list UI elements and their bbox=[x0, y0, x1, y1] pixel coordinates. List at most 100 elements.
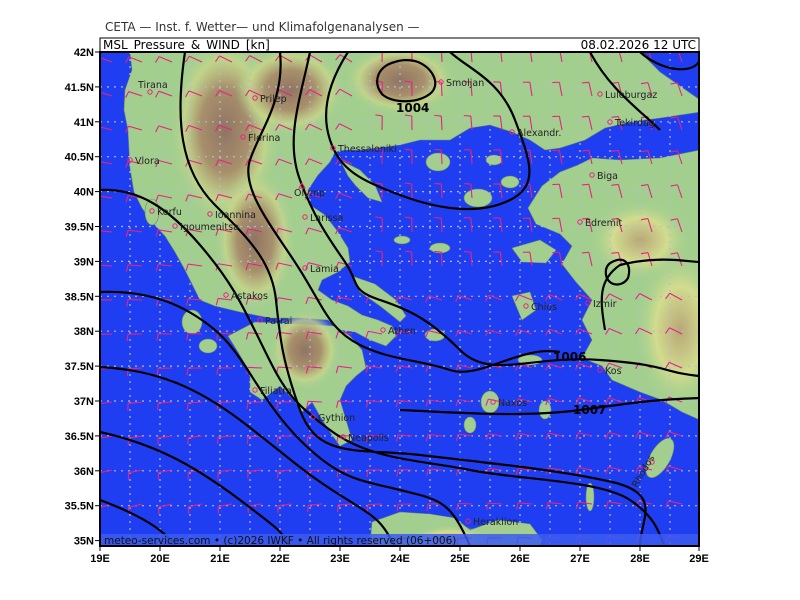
lat-label: 35.5N bbox=[65, 501, 94, 513]
wind-barb bbox=[545, 363, 563, 371]
city-label: Kos bbox=[605, 366, 622, 377]
isobar-label-1004: 1004 bbox=[396, 101, 429, 115]
isobars bbox=[100, 52, 699, 546]
city-marker: Thessaloniki bbox=[330, 144, 397, 155]
wind-barb bbox=[381, 52, 383, 63]
city-marker: Patrai bbox=[257, 316, 292, 327]
wind-barb bbox=[187, 469, 203, 480]
wind-barb bbox=[455, 398, 473, 407]
wind-barb bbox=[375, 182, 383, 199]
wind-barb bbox=[187, 503, 203, 514]
wind-barb bbox=[485, 294, 503, 302]
wind-barb bbox=[515, 328, 533, 336]
wind-barb bbox=[463, 81, 473, 97]
wind-barb bbox=[276, 435, 293, 444]
city-marker: Kos bbox=[597, 366, 622, 377]
wind-barb bbox=[426, 468, 443, 477]
lon-label: 28E bbox=[630, 553, 650, 565]
wind-barb bbox=[581, 251, 593, 267]
city-label: Thessaloniki bbox=[337, 144, 397, 155]
lon-label: 21E bbox=[210, 553, 230, 565]
city-marker: Luleburgaz bbox=[597, 90, 657, 101]
wind-barb bbox=[215, 228, 233, 236]
isobar bbox=[324, 52, 531, 211]
wind-barb bbox=[605, 397, 623, 405]
city-label: Lamia bbox=[310, 264, 339, 275]
wind-barb bbox=[305, 366, 323, 374]
wind-barb bbox=[245, 332, 263, 340]
wind-barb bbox=[396, 469, 413, 477]
wind-barb bbox=[463, 183, 473, 199]
lat-label: 36.5N bbox=[65, 431, 94, 443]
wind-barb bbox=[156, 333, 173, 341]
city-marker: Gythion bbox=[310, 413, 355, 424]
isobar bbox=[600, 258, 699, 331]
isobar bbox=[247, 52, 561, 373]
wind-barb bbox=[665, 431, 683, 439]
lon-label: 22E bbox=[270, 553, 290, 565]
wind-barb bbox=[185, 124, 203, 132]
wind-barb bbox=[305, 158, 323, 166]
wind-barb bbox=[125, 160, 143, 168]
wind-barb bbox=[635, 293, 653, 301]
city-label: Smoljan bbox=[446, 78, 484, 89]
wind-barb bbox=[605, 293, 623, 301]
isobar bbox=[100, 430, 291, 546]
wind-barb bbox=[665, 327, 683, 335]
isobar bbox=[292, 52, 699, 378]
wind-barb bbox=[670, 184, 683, 199]
city-marker: Heraklion bbox=[465, 517, 518, 528]
island-lemnos bbox=[463, 188, 493, 208]
wind-barb bbox=[404, 80, 413, 97]
isobar-label-1007: 1007 bbox=[573, 403, 606, 417]
wind-barb bbox=[306, 435, 323, 444]
wind-barb bbox=[605, 327, 623, 335]
city-label: Vlora bbox=[135, 156, 160, 167]
wind-barb bbox=[434, 250, 443, 267]
island-imbros bbox=[500, 175, 520, 189]
city-marker: Chios bbox=[523, 302, 557, 313]
city-marker: Prilep bbox=[252, 94, 287, 105]
wind-barb bbox=[335, 296, 353, 304]
city-label: Korfu bbox=[157, 207, 182, 218]
wind-barb bbox=[515, 398, 533, 406]
isobar-label-1006: 1006 bbox=[553, 350, 586, 364]
city-label: Florina bbox=[248, 133, 280, 144]
wind-barb bbox=[365, 330, 383, 339]
wind-barb bbox=[589, 52, 593, 63]
city-label: Edremit bbox=[585, 218, 622, 229]
lon-label: 23E bbox=[330, 553, 350, 565]
wind-barb bbox=[245, 228, 263, 236]
city-marker: Biga bbox=[589, 171, 618, 182]
axis-labels: 42N 41.5N 41N 40.5N 40N 39.5N 39N 38.5N 38N 37.5N… bbox=[65, 47, 709, 565]
wind-barb bbox=[493, 115, 503, 131]
wind-barb bbox=[155, 159, 173, 168]
wind-barb bbox=[336, 503, 353, 512]
isobar bbox=[639, 52, 699, 71]
wind-barb bbox=[366, 469, 383, 477]
wind-barb bbox=[245, 124, 263, 132]
lat-label: 40N bbox=[74, 187, 94, 199]
wind-barb bbox=[186, 367, 203, 376]
wind-barb bbox=[500, 52, 503, 63]
wind-barb bbox=[215, 193, 233, 202]
wind-barb bbox=[187, 435, 203, 445]
wind-barb bbox=[245, 262, 263, 271]
wind-barb bbox=[155, 263, 173, 272]
wind-barb bbox=[575, 466, 593, 475]
wind-barb bbox=[522, 115, 533, 131]
city-label: Filiatra bbox=[260, 386, 292, 397]
wind-barb bbox=[581, 217, 593, 233]
wind-barb bbox=[635, 431, 653, 439]
wind-barb bbox=[335, 88, 353, 97]
island-paros bbox=[463, 416, 477, 434]
wind-barb bbox=[245, 55, 263, 63]
lat-label: 41.5N bbox=[65, 82, 94, 94]
map-area: 1004 1006 1007 Tirana Prilep Florina Thessa… bbox=[100, 52, 699, 546]
wind-barb bbox=[306, 400, 323, 409]
wind-barb bbox=[493, 217, 503, 233]
wind-barb bbox=[366, 434, 383, 443]
wind-barb bbox=[277, 469, 293, 479]
wind-barb bbox=[335, 227, 353, 235]
